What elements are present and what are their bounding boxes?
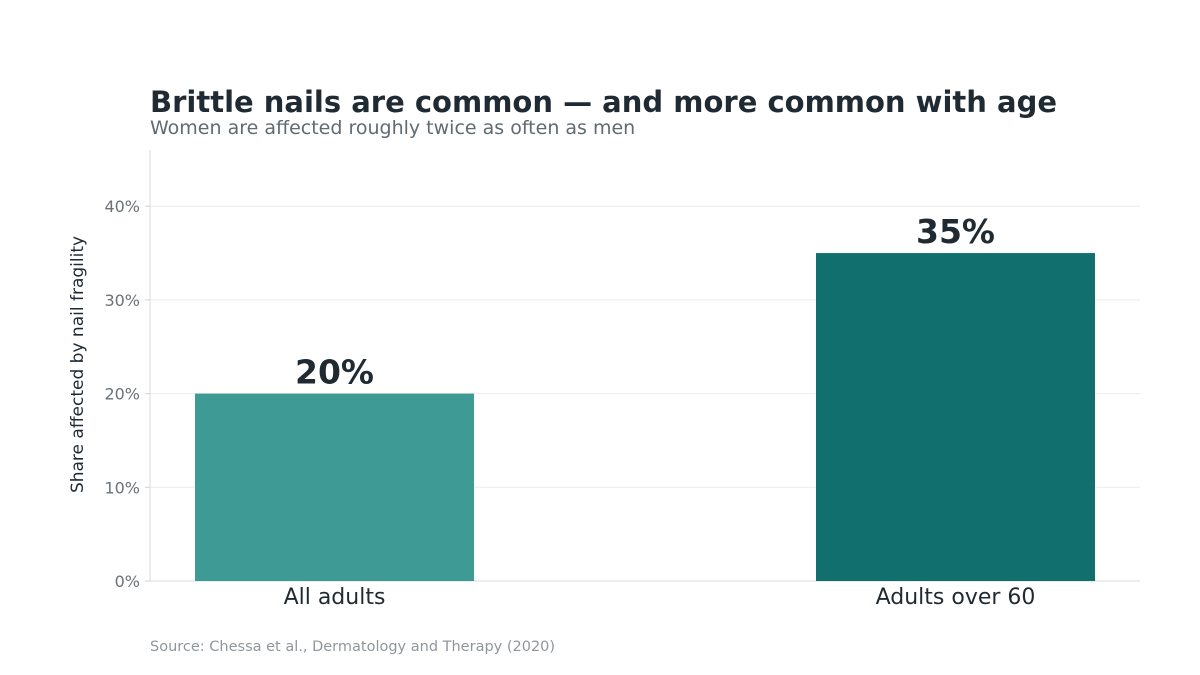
data-label: 20% <box>295 353 374 392</box>
bars: 20% 35% <box>195 212 1095 581</box>
y-tick-label: 0% <box>115 572 140 591</box>
y-axis-label: Share affected by nail fragility <box>68 236 88 493</box>
y-axis-ticks: 0% 10% 20% 30% 40% <box>104 197 150 591</box>
y-tick-label: 30% <box>104 291 140 310</box>
source-note: Source: Chessa et al., Dermatology and T… <box>150 639 555 655</box>
bar <box>816 253 1095 581</box>
y-tick-label: 10% <box>104 478 140 497</box>
x-tick-label: Adults over 60 <box>876 585 1036 610</box>
chart-title: Brittle nails are common — and more comm… <box>150 85 1057 119</box>
x-axis-ticks: All adults Adults over 60 <box>284 585 1036 610</box>
bar <box>195 393 474 581</box>
chart-subtitle: Women are affected roughly twice as ofte… <box>150 117 635 139</box>
x-tick-label: All adults <box>284 585 386 610</box>
y-tick-label: 40% <box>104 197 140 216</box>
y-tick-label: 20% <box>104 385 140 404</box>
data-label: 35% <box>916 212 995 251</box>
